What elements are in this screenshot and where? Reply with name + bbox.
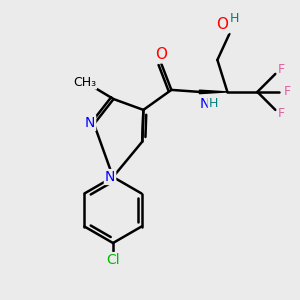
Text: O: O <box>155 47 167 62</box>
Text: O: O <box>216 17 228 32</box>
Text: N: N <box>199 97 210 111</box>
Polygon shape <box>200 90 227 94</box>
Text: H: H <box>230 12 239 26</box>
Text: N: N <box>105 170 115 184</box>
Text: F: F <box>278 63 285 76</box>
Text: CH₃: CH₃ <box>73 76 96 88</box>
Text: F: F <box>278 107 285 120</box>
Text: F: F <box>284 85 291 98</box>
Text: Cl: Cl <box>106 253 120 267</box>
Text: H: H <box>209 98 218 110</box>
Text: N: N <box>85 116 95 130</box>
